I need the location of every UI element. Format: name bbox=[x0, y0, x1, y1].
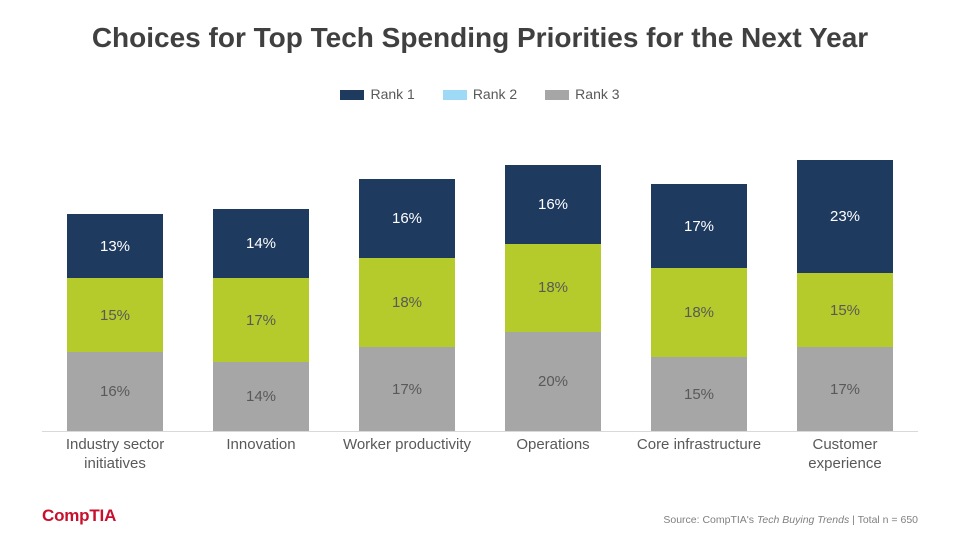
bar-segment-rank1: 14% bbox=[213, 209, 309, 278]
bar-segment-rank3: 16% bbox=[67, 352, 163, 431]
plot-area: 13%15%16%14%17%14%16%18%17%16%18%20%17%1… bbox=[42, 136, 918, 432]
bar-segment-rank2: 15% bbox=[797, 273, 893, 347]
bar-column: 13%15%16% bbox=[67, 214, 163, 431]
bar-segment-rank2: 18% bbox=[359, 258, 455, 347]
x-axis-label: Worker productivity bbox=[337, 436, 477, 474]
x-axis-label: Industry sector initiatives bbox=[45, 436, 185, 474]
footer: CompTIA Source: CompTIA's Tech Buying Tr… bbox=[42, 506, 918, 526]
x-axis-label: Customer experience bbox=[775, 436, 915, 474]
legend-item-rank1: Rank 1 bbox=[340, 86, 414, 102]
bar-segment-rank2: 17% bbox=[213, 278, 309, 362]
legend: Rank 1 Rank 2 Rank 3 bbox=[0, 86, 960, 102]
source-suffix: | Total n = 650 bbox=[849, 514, 918, 526]
x-axis-label: Operations bbox=[483, 436, 623, 474]
bar-segment-rank3: 17% bbox=[797, 347, 893, 431]
bar-segment-rank3: 14% bbox=[213, 362, 309, 431]
legend-item-rank2: Rank 2 bbox=[443, 86, 517, 102]
source-text: Source: CompTIA's Tech Buying Trends | T… bbox=[663, 514, 918, 526]
x-axis: Industry sector initiativesInnovationWor… bbox=[42, 436, 918, 474]
bar-column: 17%18%15% bbox=[651, 184, 747, 431]
legend-label-rank1: Rank 1 bbox=[370, 86, 414, 102]
bars-container: 13%15%16%14%17%14%16%18%17%16%18%20%17%1… bbox=[42, 136, 918, 431]
chart-title: Choices for Top Tech Spending Priorities… bbox=[0, 22, 960, 54]
bar-column: 23%15%17% bbox=[797, 160, 893, 431]
bar-segment-rank1: 16% bbox=[359, 179, 455, 258]
legend-swatch-rank3 bbox=[545, 90, 569, 100]
comptia-logo: CompTIA bbox=[42, 506, 116, 526]
bar-segment-rank1: 23% bbox=[797, 160, 893, 273]
bar-column: 16%18%20% bbox=[505, 165, 601, 431]
bar-segment-rank2: 18% bbox=[505, 244, 601, 333]
bar-segment-rank1: 17% bbox=[651, 184, 747, 268]
bar-segment-rank3: 15% bbox=[651, 357, 747, 431]
source-prefix: Source: CompTIA's bbox=[663, 514, 757, 526]
bar-segment-rank1: 16% bbox=[505, 165, 601, 244]
bar-segment-rank3: 17% bbox=[359, 347, 455, 431]
legend-swatch-rank1 bbox=[340, 90, 364, 100]
legend-label-rank3: Rank 3 bbox=[575, 86, 619, 102]
bar-column: 16%18%17% bbox=[359, 179, 455, 431]
bar-segment-rank3: 20% bbox=[505, 332, 601, 431]
legend-item-rank3: Rank 3 bbox=[545, 86, 619, 102]
x-axis-label: Core infrastructure bbox=[629, 436, 769, 474]
bar-segment-rank1: 13% bbox=[67, 214, 163, 278]
bar-column: 14%17%14% bbox=[213, 209, 309, 431]
bar-segment-rank2: 18% bbox=[651, 268, 747, 357]
x-axis-label: Innovation bbox=[191, 436, 331, 474]
source-italic: Tech Buying Trends bbox=[757, 514, 849, 526]
legend-label-rank2: Rank 2 bbox=[473, 86, 517, 102]
legend-swatch-rank2 bbox=[443, 90, 467, 100]
bar-segment-rank2: 15% bbox=[67, 278, 163, 352]
